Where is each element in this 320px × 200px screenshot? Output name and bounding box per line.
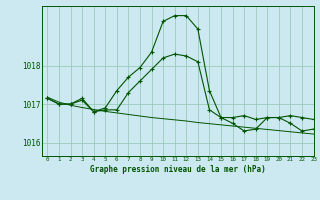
X-axis label: Graphe pression niveau de la mer (hPa): Graphe pression niveau de la mer (hPa) — [90, 165, 266, 174]
